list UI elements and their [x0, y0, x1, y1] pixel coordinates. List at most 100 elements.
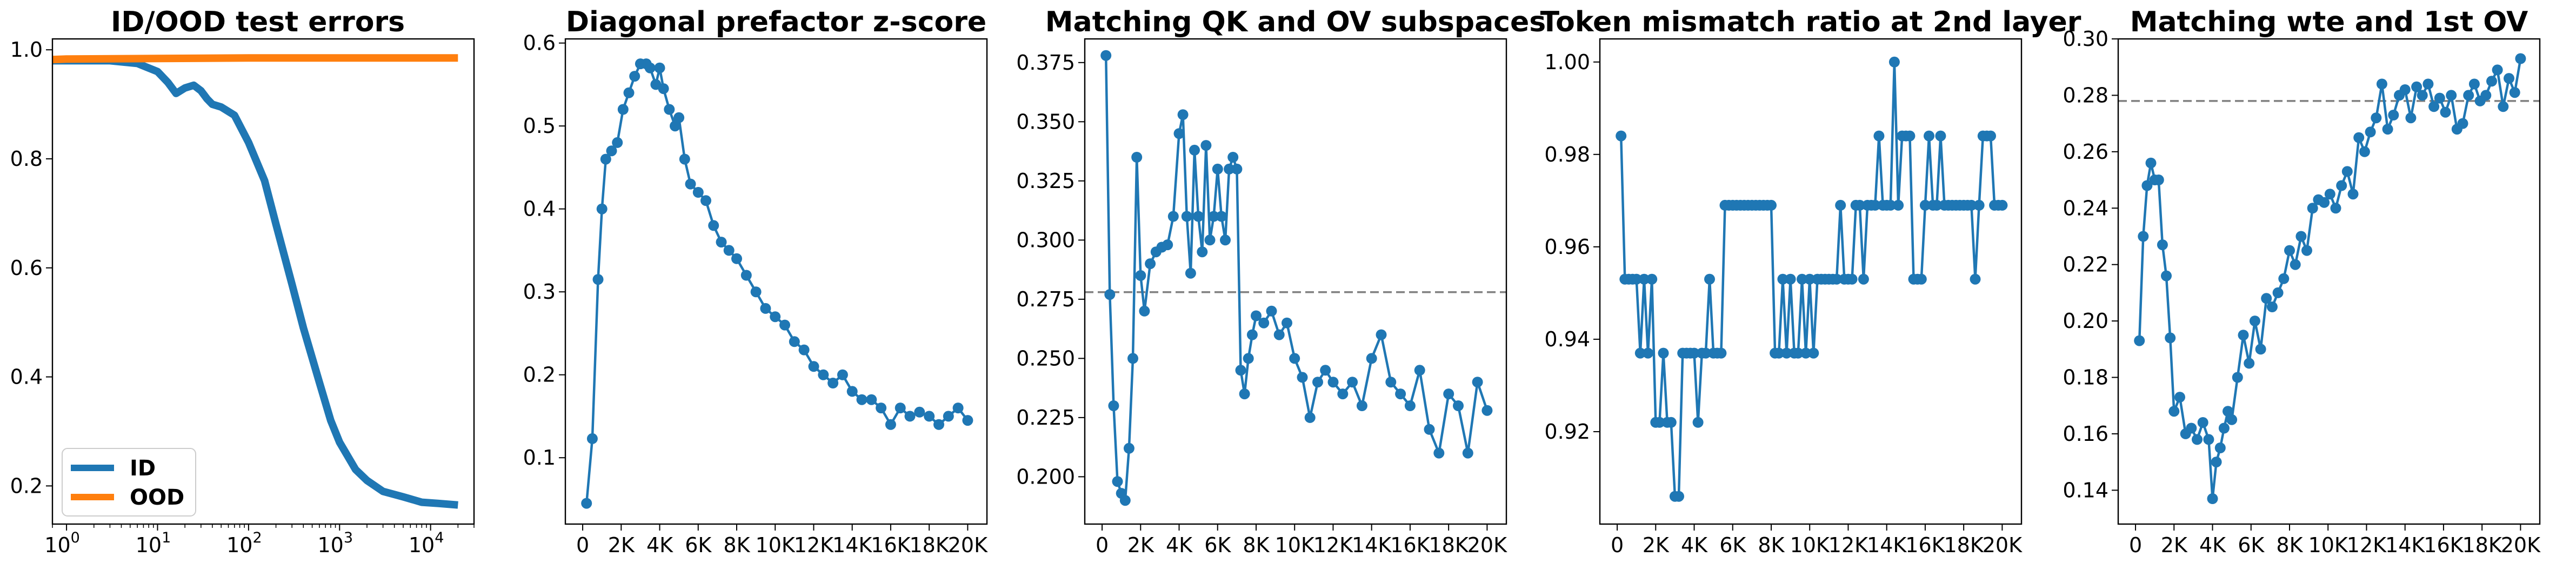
data-point [1135, 270, 1146, 281]
x-tick-label: 6K [1719, 533, 1746, 557]
data-point [1273, 329, 1285, 340]
data-point [629, 71, 640, 82]
data-point [1216, 211, 1227, 222]
x-tick-label: 8K [2276, 533, 2303, 557]
y-tick-label: 0.6 [10, 256, 43, 280]
x-tick-label: 100 [44, 529, 80, 557]
x-tick-label: 102 [226, 529, 262, 557]
panel-3-frame [1084, 38, 1507, 525]
data-point [2266, 301, 2278, 312]
panel-3-title: Matching QK and OV subspaces [1045, 6, 1546, 38]
data-point [2290, 259, 2301, 270]
data-point [846, 386, 858, 397]
data-point [612, 137, 623, 148]
data-point [2244, 358, 2255, 369]
y-tick-label: 0.8 [10, 147, 43, 171]
data-point [2165, 332, 2176, 344]
data-point [1231, 163, 1243, 175]
data-point [1781, 347, 1792, 359]
data-point [770, 311, 781, 323]
data-point [1258, 317, 1270, 328]
data-point [2347, 189, 2359, 200]
data-point [1185, 267, 1196, 279]
data-point [2411, 81, 2422, 92]
y-tick-label: 0.28 [2063, 83, 2108, 107]
data-point [1167, 211, 1179, 222]
data-point [1792, 347, 1804, 359]
data-point [2480, 90, 2492, 101]
y-tick-label: 0.26 [2063, 140, 2108, 164]
data-point [943, 411, 954, 422]
data-point [2319, 197, 2330, 208]
panel-1-legend: ID OOD [62, 448, 196, 517]
data-point [2232, 372, 2243, 383]
data-point [1689, 347, 1700, 359]
y-tick-label: 0.14 [2063, 478, 2108, 502]
data-point [581, 498, 592, 509]
data-point [1356, 400, 1367, 411]
data-point [1643, 347, 1653, 359]
data-point [895, 403, 906, 414]
x-tick-label: 8K [1758, 533, 1785, 557]
data-point [1846, 273, 1858, 285]
data-point [1797, 273, 1807, 285]
x-tick-label: 20K [1467, 533, 1507, 557]
data-point [2336, 180, 2347, 191]
data-point [1189, 144, 1200, 156]
x-tick-label: 2K [1643, 533, 1670, 557]
data-point [1251, 310, 1262, 321]
panel-4-marks [1616, 56, 2008, 502]
y-tick-label: 0.300 [1016, 228, 1075, 252]
data-point [2341, 166, 2353, 177]
data-point [1193, 211, 1204, 222]
data-point [924, 411, 935, 422]
x-tick-label: 2K [1127, 533, 1154, 557]
data-point [1282, 317, 1292, 328]
data-point [592, 274, 604, 285]
y-tick-label: 0.375 [1016, 51, 1075, 75]
x-tick-label: 12K [1828, 533, 1868, 557]
x-tick-label: 2K [608, 533, 635, 557]
x-tick-label: 14K [1352, 533, 1392, 557]
x-tick-label: 4K [2199, 533, 2226, 557]
data-point [1404, 400, 1416, 411]
data-point [1453, 400, 1464, 411]
data-point [2203, 434, 2214, 445]
data-point [1376, 329, 1387, 340]
data-point [2457, 118, 2468, 129]
data-point [1297, 372, 1308, 383]
data-point [2238, 330, 2249, 341]
x-tick-label: 0 [1611, 533, 1624, 557]
data-point [1808, 347, 1819, 359]
panel-5-y-axis: 0.14 0.16 0.18 0.20 0.22 0.24 0.26 0.28 0.30 [2063, 27, 2118, 502]
data-point [1127, 353, 1138, 364]
y-tick-label: 1.00 [1544, 50, 1590, 74]
series-line [585, 62, 969, 504]
data-point [1692, 417, 1704, 428]
data-point [2307, 203, 2318, 214]
data-point [1212, 163, 1223, 175]
y-tick-label: 0.2 [10, 474, 43, 498]
data-point [1224, 163, 1235, 175]
data-point [1935, 130, 1946, 142]
data-point [2422, 78, 2434, 90]
data-point [2515, 53, 2526, 64]
x-tick-label: 10K [1790, 533, 1830, 557]
x-tick-label: 104 [409, 529, 444, 557]
panel-2-y-axis: 0.1 0.2 0.3 0.4 0.5 0.6 [523, 31, 565, 470]
y-tick-label: 0.3 [523, 280, 556, 304]
x-tick-label: 6K [685, 533, 712, 557]
data-point [1916, 273, 1927, 285]
data-point [2174, 392, 2185, 403]
x-tick-label: 103 [317, 529, 353, 557]
x-tick-label: 16K [1905, 533, 1945, 557]
x-tick-label: 8K [1243, 533, 1270, 557]
y-tick-label: 0.225 [1016, 406, 1075, 430]
data-point [1395, 388, 1406, 400]
data-point [1854, 199, 1865, 211]
data-point [1888, 56, 1900, 68]
data-point [2141, 180, 2153, 191]
data-point [2161, 270, 2172, 281]
